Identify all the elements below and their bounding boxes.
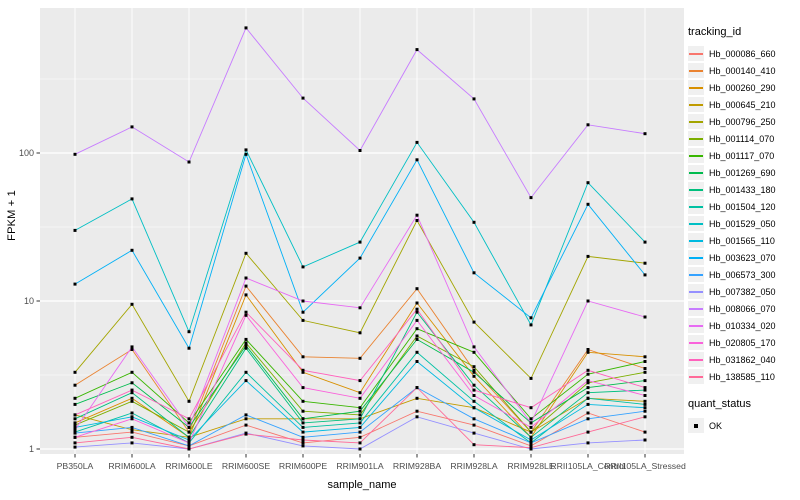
legend-key-line-icon <box>688 63 704 78</box>
svg-text:RRIM928BA: RRIM928BA <box>393 461 441 471</box>
legend-key-line-icon <box>688 301 704 316</box>
svg-text:RRIM928LA: RRIM928LA <box>450 461 498 471</box>
legend-key-square-icon <box>688 418 704 433</box>
legend-key-line-icon <box>688 182 704 197</box>
y-tick-labels: 1 10 100 <box>19 148 34 454</box>
legend-key-line-icon <box>688 114 704 129</box>
legend-item-label: Hb_008066_070 <box>709 303 776 314</box>
quant-status-legend-title: quant_status <box>688 398 751 410</box>
legend-item-label: Hb_003623_070 <box>709 252 776 263</box>
legend-key-line-icon <box>688 335 704 350</box>
legend-item: Hb_001117_070 <box>688 147 798 164</box>
x-tick-labels: PB350LA RRIM600LA RRIM600LE RRIM600SE RRIM60… <box>57 461 686 471</box>
legend-item: Hb_001114_070 <box>688 130 798 147</box>
legend-item: Hb_003623_070 <box>688 249 798 266</box>
legend-key-line-icon <box>688 80 704 95</box>
data-points <box>73 26 647 451</box>
svg-text:RRII105LA_Stressed: RRII105LA_Stressed <box>604 461 686 471</box>
legend-item: Hb_008066_070 <box>688 300 798 317</box>
quant-status-item-label: OK <box>709 420 723 431</box>
legend-key-line-icon <box>688 131 704 146</box>
legend-item: Hb_020805_170 <box>688 334 798 351</box>
legend-item: Hb_001433_180 <box>688 181 798 198</box>
y-axis-title: FPKM + 1 <box>6 190 18 241</box>
legend-item-label: Hb_001269_690 <box>709 167 776 178</box>
legend-item-label: Hb_000260_290 <box>709 82 776 93</box>
svg-text:RRIM600LA: RRIM600LA <box>108 461 156 471</box>
legend-item-label: Hb_000086_660 <box>709 48 776 59</box>
legend-key-line-icon <box>688 318 704 333</box>
legend-key-line-icon <box>688 352 704 367</box>
svg-text:10: 10 <box>24 296 34 306</box>
x-axis-title: sample_name <box>327 479 397 491</box>
legend-key-line-icon <box>688 233 704 248</box>
legend-item: Hb_000796_250 <box>688 113 798 130</box>
legend-item-label: Hb_006573_300 <box>709 269 776 280</box>
legend-item: Hb_138585_110 <box>688 368 798 385</box>
legend-item: Hb_001504_120 <box>688 198 798 215</box>
legend-key-line-icon <box>688 284 704 299</box>
legend-key-line-icon <box>688 250 704 265</box>
svg-text:RRIM901LA: RRIM901LA <box>336 461 384 471</box>
legend-item: Hb_001565_110 <box>688 232 798 249</box>
legend-item-label: Hb_031862_040 <box>709 354 776 365</box>
legend-item: Hb_000260_290 <box>688 79 798 96</box>
legend-key-line-icon <box>688 369 704 384</box>
panel-background <box>40 8 684 454</box>
legend-items: Hb_000086_660 Hb_000140_410 Hb_000260_290 H… <box>688 45 798 385</box>
legend-item-label: Hb_007382_050 <box>709 286 776 297</box>
legend-item-label: Hb_001114_070 <box>709 133 775 144</box>
svg-text:1: 1 <box>29 444 34 454</box>
legend-item: Hb_000645_210 <box>688 96 798 113</box>
legend-title: tracking_id <box>688 26 742 38</box>
svg-text:PB350LA: PB350LA <box>57 461 94 471</box>
legend-item: Hb_000086_660 <box>688 45 798 62</box>
svg-text:100: 100 <box>19 148 34 158</box>
legend-key-line-icon <box>688 46 704 61</box>
legend-key-line-icon <box>688 267 704 282</box>
legend-item: Hb_006573_300 <box>688 266 798 283</box>
axis-ticks <box>36 152 646 458</box>
legend-item: Hb_010334_020 <box>688 317 798 334</box>
gridlines-major <box>40 152 684 450</box>
svg-text:RRIM600SE: RRIM600SE <box>222 461 270 471</box>
legend-item: Hb_001269_690 <box>688 164 798 181</box>
legend-item-label: Hb_020805_170 <box>709 337 776 348</box>
legend-item-label: Hb_001433_180 <box>709 184 776 195</box>
svg-text:RRIM928LE: RRIM928LE <box>507 461 555 471</box>
legend-item: Hb_001529_050 <box>688 215 798 232</box>
legend: tracking_id Hb_000086_660 Hb_000140_410 Hb… <box>688 26 798 434</box>
legend-key-line-icon <box>688 148 704 163</box>
legend-item-label: Hb_000140_410 <box>709 65 776 76</box>
legend-item-label: Hb_001565_110 <box>709 235 775 246</box>
legend-item-label: Hb_000645_210 <box>709 99 776 110</box>
svg-text:RRIM600PE: RRIM600PE <box>279 461 327 471</box>
quant-status-items: OK <box>688 417 798 434</box>
legend-item-label: Hb_000796_250 <box>709 116 776 127</box>
legend-item-label: Hb_001504_120 <box>709 201 776 212</box>
legend-item-label: Hb_001117_070 <box>709 150 775 161</box>
svg-text:RRIM600LE: RRIM600LE <box>165 461 213 471</box>
svg-text:RRII105LA_Control: RRII105LA_Control <box>550 461 625 471</box>
legend-item-label: Hb_138585_110 <box>709 371 775 382</box>
legend-item-label: Hb_001529_050 <box>709 218 776 229</box>
legend-item: Hb_000140_410 <box>688 62 798 79</box>
legend-key-line-icon <box>688 216 704 231</box>
quant-status-item: OK <box>688 417 798 434</box>
legend-key-line-icon <box>688 199 704 214</box>
legend-item: Hb_007382_050 <box>688 283 798 300</box>
legend-key-line-icon <box>688 97 704 112</box>
legend-item: Hb_031862_040 <box>688 351 798 368</box>
legend-item-label: Hb_010334_020 <box>709 320 776 331</box>
legend-key-line-icon <box>688 165 704 180</box>
